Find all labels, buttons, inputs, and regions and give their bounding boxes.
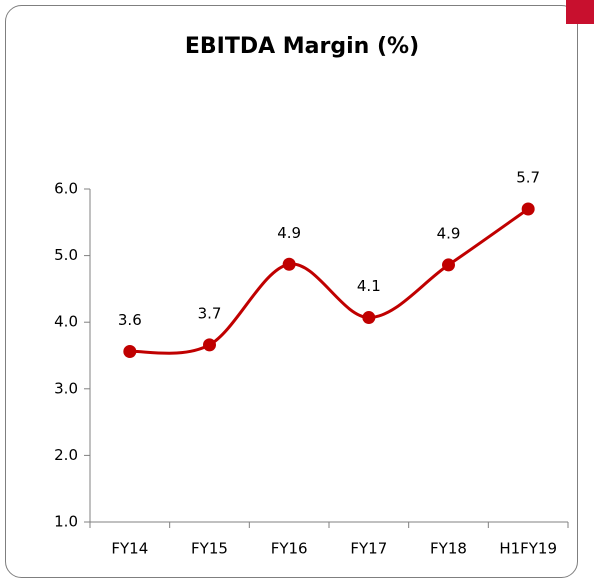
y-tick-label: 1.0 bbox=[54, 513, 78, 531]
y-tick-label: 6.0 bbox=[54, 180, 78, 198]
value-label: 4.9 bbox=[277, 224, 301, 242]
y-tick-label: 3.0 bbox=[54, 379, 78, 397]
value-label: 3.6 bbox=[118, 311, 142, 329]
y-tick-label: 2.0 bbox=[54, 446, 78, 464]
y-tick-label: 5.0 bbox=[54, 246, 78, 264]
value-label: 4.1 bbox=[357, 277, 381, 295]
y-tick-label: 4.0 bbox=[54, 313, 78, 331]
x-tick-label: FY14 bbox=[111, 540, 148, 558]
value-label: 4.9 bbox=[437, 224, 461, 242]
x-tick-label: FY16 bbox=[271, 540, 308, 558]
point bbox=[203, 338, 216, 352]
x-tick-label: H1FY19 bbox=[499, 540, 557, 558]
point bbox=[521, 202, 535, 216]
value-label: 5.7 bbox=[516, 168, 540, 186]
x-tick-label: FY15 bbox=[191, 540, 228, 558]
chart-title: EBITDA Margin (%) bbox=[185, 34, 419, 59]
point bbox=[362, 311, 376, 325]
point bbox=[282, 257, 296, 271]
x-tick-label: FY17 bbox=[350, 540, 387, 558]
value-label: 3.7 bbox=[198, 304, 222, 322]
chart-frame bbox=[5, 5, 578, 578]
point bbox=[442, 258, 455, 272]
x-tick-label: FY18 bbox=[430, 540, 467, 558]
corner-badge bbox=[566, 0, 594, 24]
point bbox=[123, 345, 137, 359]
